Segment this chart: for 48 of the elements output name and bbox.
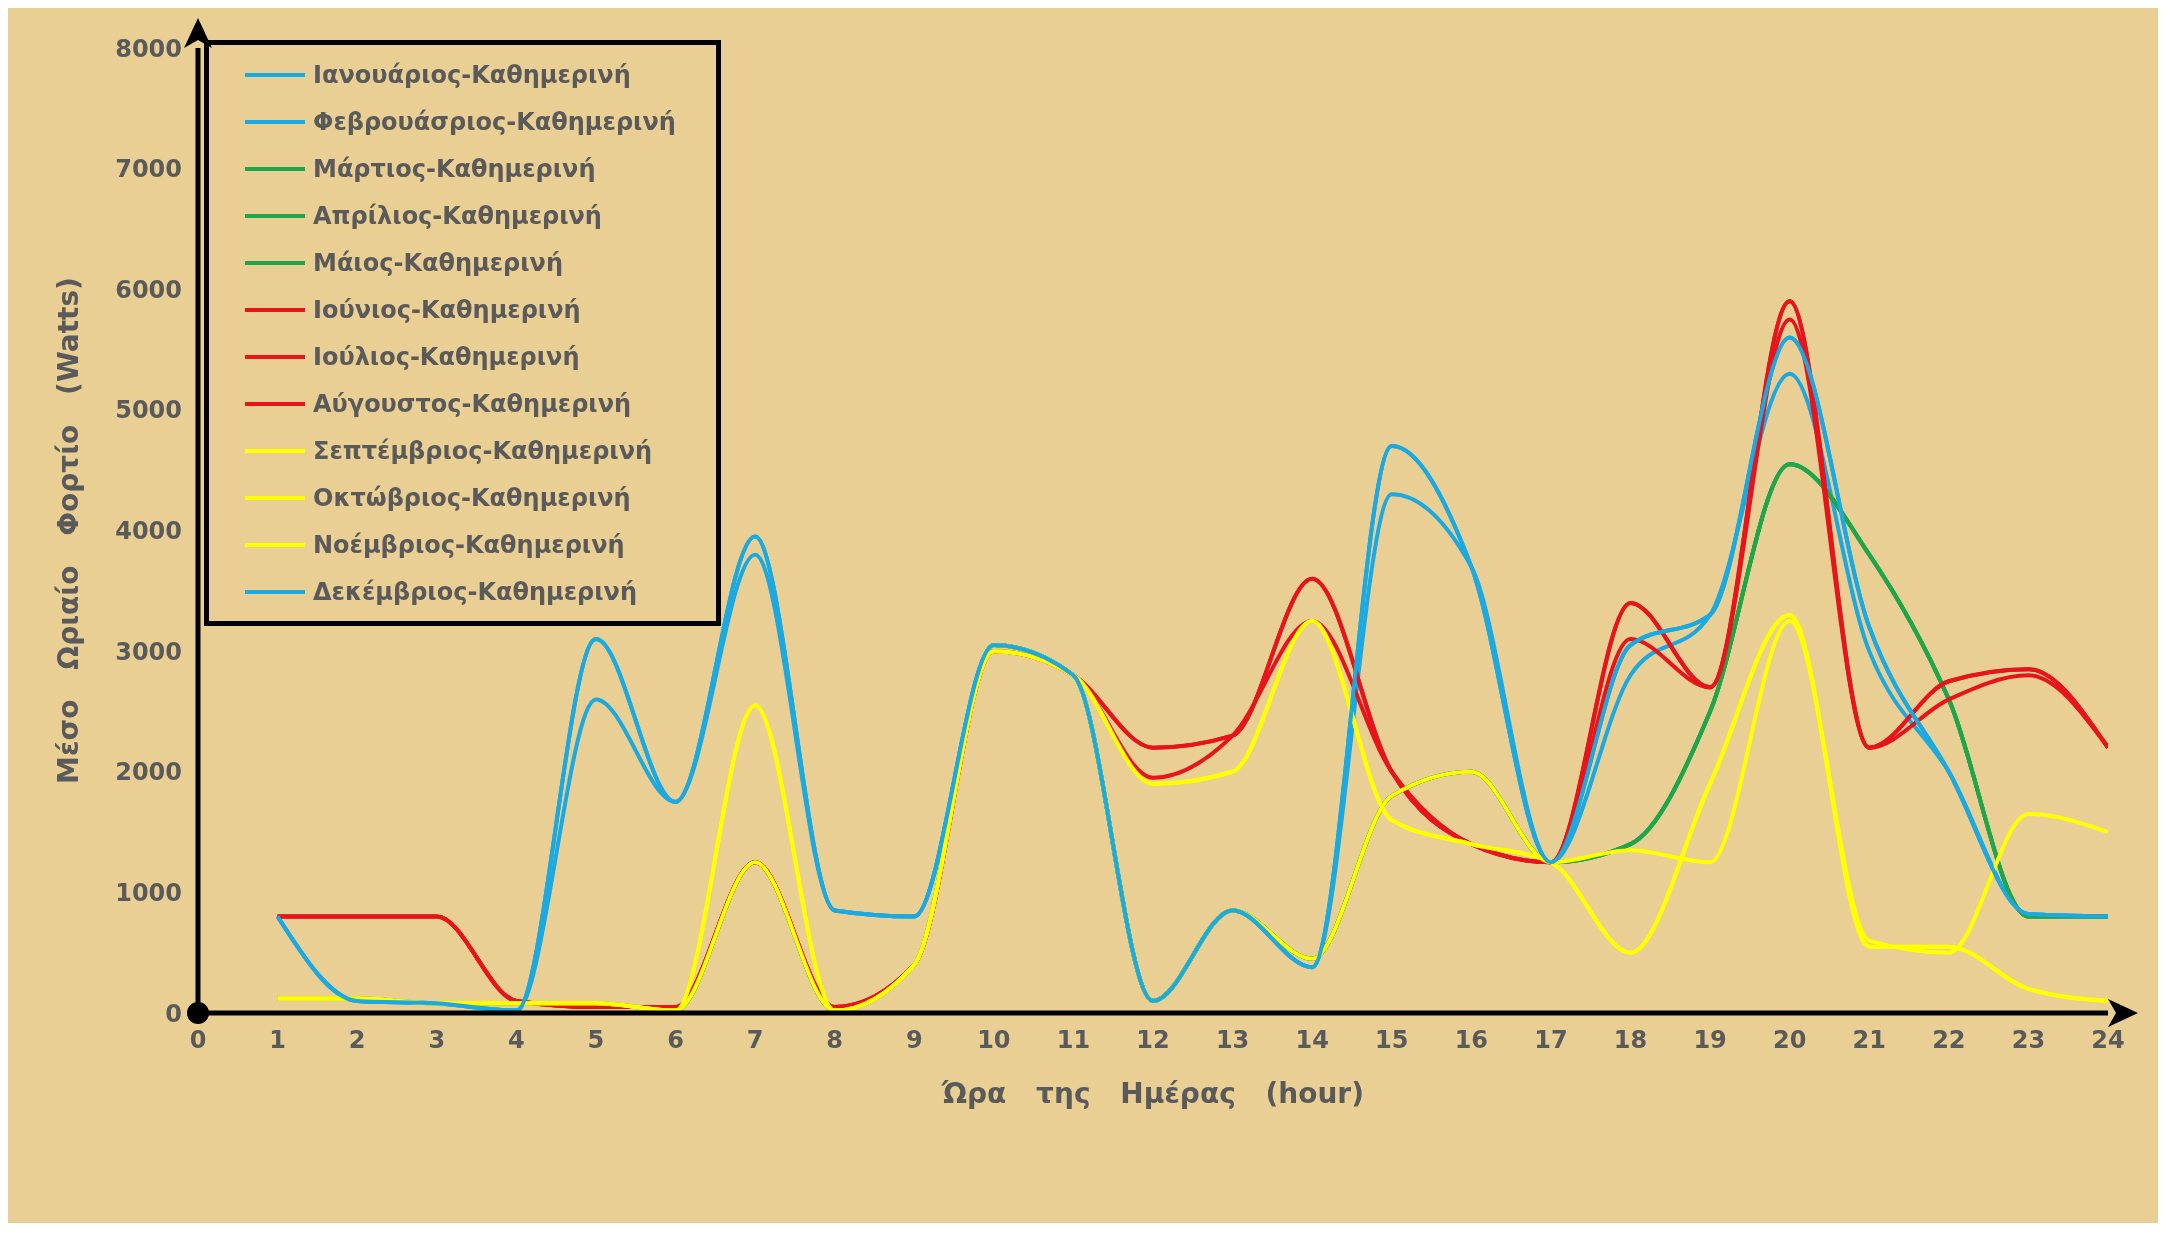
y-tick-label: 5000 [115, 396, 182, 425]
legend-label: Δεκέμβριος-Καθημερινή [313, 577, 638, 606]
x-tick-label: 23 [2011, 1026, 2046, 1055]
y-tick-label: 8000 [115, 34, 182, 63]
legend-label: Μάιος-Καθημερινή [313, 248, 564, 277]
x-tick-label: 7 [746, 1026, 764, 1055]
x-tick-label: 10 [977, 1026, 1011, 1055]
y-tick-label: 4000 [115, 517, 182, 546]
y-tick-label: 6000 [115, 275, 182, 304]
y-tick-label: 7000 [115, 155, 182, 184]
x-tick-label: 11 [1056, 1026, 1091, 1055]
legend-label: Απρίλιος-Καθημερινή [313, 201, 602, 230]
legend-label: Οκτώβριος-Καθημερινή [313, 483, 631, 512]
x-tick-label: 12 [1136, 1026, 1170, 1055]
x-tick-label: 24 [2091, 1026, 2125, 1055]
y-axis-title: Μέσο Ωριαίο Φορτίο (Watts) [51, 277, 85, 784]
legend-label: Ιούνιος-Καθημερινή [313, 295, 581, 324]
x-tick-label: 8 [826, 1026, 844, 1055]
legend-label: Μάρτιος-Καθημερινή [313, 154, 596, 183]
legend-label: Ιούλιος-Καθημερινή [313, 342, 580, 371]
x-tick-label: 14 [1295, 1026, 1329, 1055]
x-tick-label: 0 [189, 1026, 207, 1055]
x-tick-label: 21 [1852, 1026, 1886, 1055]
x-tick-label: 20 [1772, 1026, 1807, 1055]
y-tick-label: 3000 [115, 637, 182, 666]
x-tick-label: 22 [1932, 1026, 1966, 1055]
y-tick-label: 1000 [115, 878, 182, 907]
x-tick-label: 2 [348, 1026, 366, 1055]
x-tick-label: 1 [269, 1026, 286, 1055]
x-axis-title: Ώρα της Ημέρας (hour) [941, 1077, 1364, 1110]
x-tick-label: 13 [1215, 1026, 1250, 1055]
legend-label: Ιανουάριος-Καθημερινή [313, 60, 631, 89]
x-tick-label: 4 [507, 1026, 525, 1055]
legend-label: Σεπτέμβριος-Καθημερινή [313, 436, 653, 465]
y-tick-label: 0 [165, 999, 182, 1028]
x-tick-label: 5 [587, 1026, 605, 1055]
legend-label: Φεβρουάσριος-Καθημερινή [313, 107, 676, 136]
x-tick-label: 17 [1534, 1026, 1568, 1055]
legend-label: Αύγουστος-Καθημερινή [313, 389, 632, 418]
x-tick-label: 18 [1613, 1026, 1648, 1055]
x-tick-label: 6 [667, 1026, 684, 1055]
x-tick-label: 16 [1454, 1026, 1489, 1055]
y-tick-label: 2000 [115, 758, 182, 787]
legend-label: Νοέμβριος-Καθημερινή [313, 530, 625, 559]
x-tick-label: 19 [1693, 1026, 1727, 1055]
x-tick-label: 9 [905, 1026, 923, 1055]
x-tick-label: 15 [1375, 1026, 1409, 1055]
x-tick-label: 3 [428, 1026, 446, 1055]
